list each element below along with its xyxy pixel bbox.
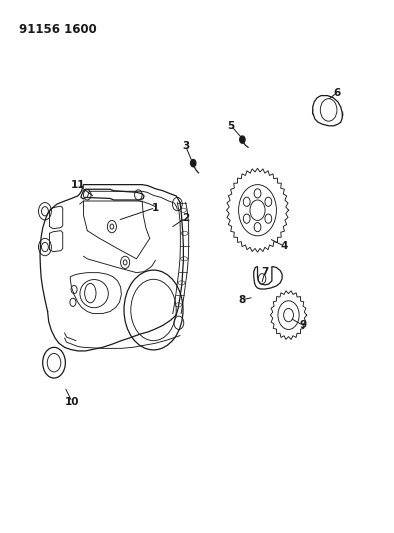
Text: 3: 3	[182, 141, 189, 151]
Text: 2: 2	[182, 213, 189, 223]
Text: 1: 1	[152, 203, 159, 213]
Circle shape	[191, 159, 196, 167]
Text: 9: 9	[299, 320, 307, 330]
Text: 5: 5	[227, 121, 235, 131]
Text: 10: 10	[65, 397, 80, 407]
Circle shape	[240, 136, 245, 143]
Text: 91156 1600: 91156 1600	[19, 23, 97, 36]
Text: 7: 7	[261, 266, 269, 277]
Text: 8: 8	[239, 295, 246, 305]
Text: 6: 6	[333, 87, 340, 98]
Text: 11: 11	[71, 180, 85, 190]
Text: 4: 4	[280, 241, 288, 251]
